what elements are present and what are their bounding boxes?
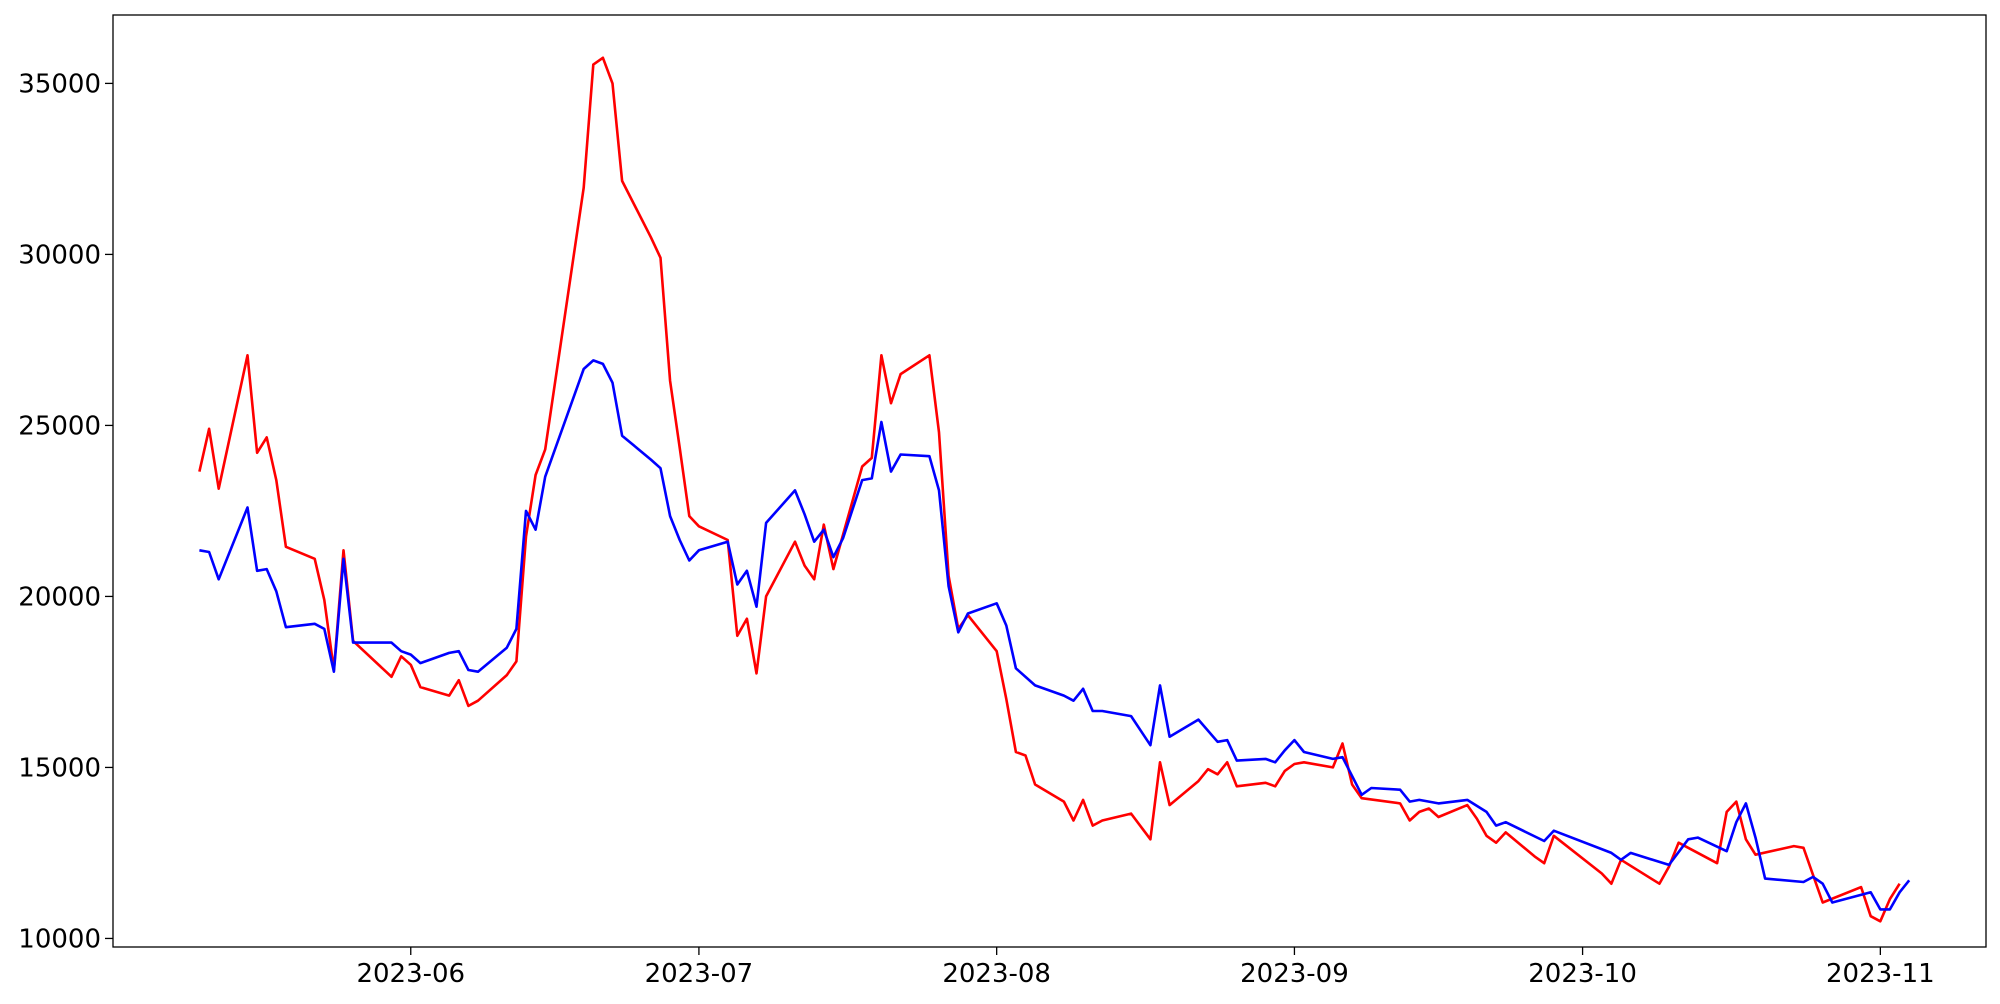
y-axis: 10000 15000 20000 25000 30000 35000 bbox=[18, 69, 113, 954]
y-tick-label: 10000 bbox=[18, 924, 101, 954]
x-axis: 2023-06 2023-07 2023-08 2023-09 2023-10 2023-… bbox=[356, 947, 1935, 989]
y-tick-label: 15000 bbox=[18, 753, 101, 783]
x-tick-label: 2023-11 bbox=[1826, 959, 1935, 989]
x-tick-label: 2023-08 bbox=[942, 959, 1051, 989]
series-line-2 bbox=[199, 359, 1911, 911]
x-tick-label: 2023-07 bbox=[645, 959, 754, 989]
series-line-1 bbox=[198, 56, 1901, 923]
y-tick-label: 25000 bbox=[18, 411, 101, 441]
y-tick-label: 20000 bbox=[18, 582, 101, 612]
y-tick-label: 30000 bbox=[18, 240, 101, 270]
x-tick-label: 2023-10 bbox=[1528, 959, 1637, 989]
plot-frame bbox=[112, 14, 1987, 948]
x-tick-label: 2023-06 bbox=[356, 959, 465, 989]
series-layer bbox=[198, 56, 1911, 923]
x-tick-label: 2023-09 bbox=[1240, 959, 1349, 989]
y-tick-label: 35000 bbox=[18, 69, 101, 99]
